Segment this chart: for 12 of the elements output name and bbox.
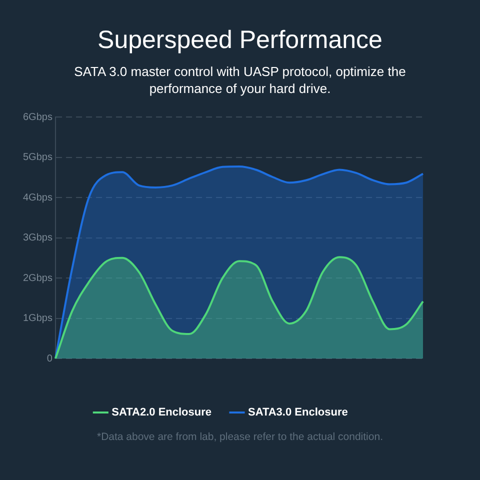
y-tick-label: 1Gbps xyxy=(22,313,52,324)
y-tick-label: 3Gbps xyxy=(22,232,52,244)
legend-label: SATA2.0 Enclosure xyxy=(112,406,212,419)
chart-title: Superspeed Performance xyxy=(96,26,384,55)
y-tick-label: 6Gbps xyxy=(22,112,52,123)
y-tick-label: 5Gbps xyxy=(22,152,52,164)
y-tick-label: 0 xyxy=(46,353,53,364)
text: *Data above are from lab, please refer to the actual condition. xyxy=(96,431,384,443)
chart-subtitle: SATA 3.0 master control with UASP protocol, optimize the performance of your hard drive. xyxy=(73,63,407,97)
legend-label: SATA3.0 Enclosure xyxy=(248,406,348,419)
y-tick-label: 4Gbps xyxy=(22,192,52,204)
y-tick-label: 2Gbps xyxy=(22,272,52,284)
